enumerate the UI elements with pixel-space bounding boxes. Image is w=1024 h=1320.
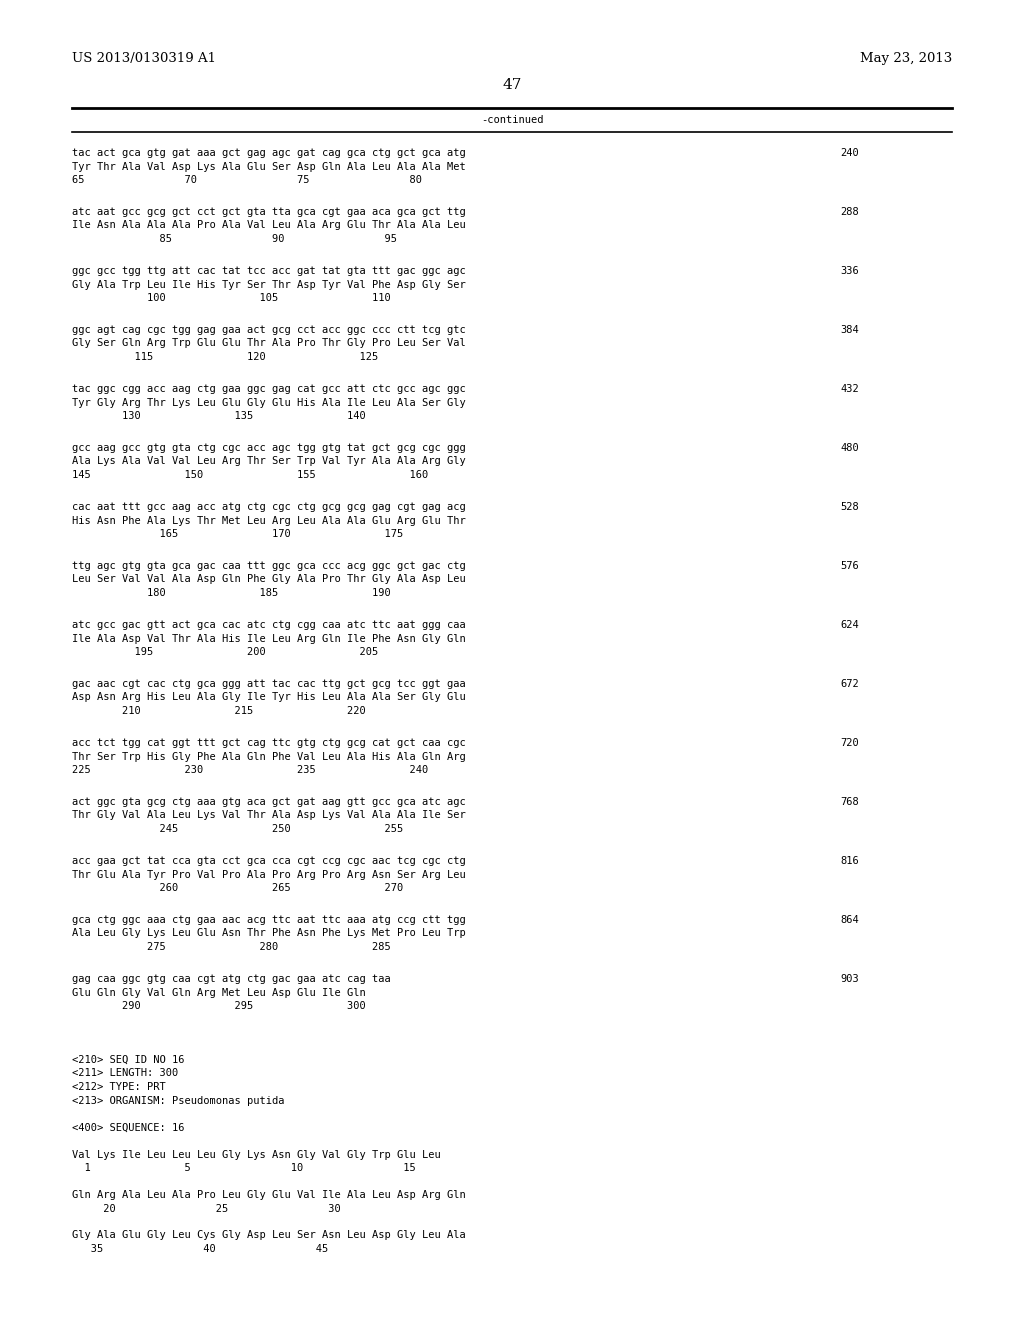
- Text: act ggc gta gcg ctg aaa gtg aca gct gat aag gtt gcc gca atc agc: act ggc gta gcg ctg aaa gtg aca gct gat …: [72, 797, 466, 807]
- Text: Gly Ala Trp Leu Ile His Tyr Ser Thr Asp Tyr Val Phe Asp Gly Ser: Gly Ala Trp Leu Ile His Tyr Ser Thr Asp …: [72, 280, 466, 289]
- Text: <210> SEQ ID NO 16: <210> SEQ ID NO 16: [72, 1055, 184, 1065]
- Text: acc tct tgg cat ggt ttt gct cag ttc gtg ctg gcg cat gct caa cgc: acc tct tgg cat ggt ttt gct cag ttc gtg …: [72, 738, 466, 748]
- Text: May 23, 2013: May 23, 2013: [860, 51, 952, 65]
- Text: 47: 47: [503, 78, 521, 92]
- Text: atc gcc gac gtt act gca cac atc ctg cgg caa atc ttc aat ggg caa: atc gcc gac gtt act gca cac atc ctg cgg …: [72, 620, 466, 630]
- Text: Asp Asn Arg His Leu Ala Gly Ile Tyr His Leu Ala Ala Ser Gly Glu: Asp Asn Arg His Leu Ala Gly Ile Tyr His …: [72, 693, 466, 702]
- Text: acc gaa gct tat cca gta cct gca cca cgt ccg cgc aac tcg cgc ctg: acc gaa gct tat cca gta cct gca cca cgt …: [72, 855, 466, 866]
- Text: 432: 432: [840, 384, 859, 393]
- Text: 20                25                30: 20 25 30: [72, 1204, 341, 1213]
- Text: Thr Ser Trp His Gly Phe Ala Gln Phe Val Leu Ala His Ala Gln Arg: Thr Ser Trp His Gly Phe Ala Gln Phe Val …: [72, 751, 466, 762]
- Text: cac aat ttt gcc aag acc atg ctg cgc ctg gcg gcg gag cgt gag acg: cac aat ttt gcc aag acc atg ctg cgc ctg …: [72, 502, 466, 512]
- Text: 768: 768: [840, 797, 859, 807]
- Text: gac aac cgt cac ctg gca ggg att tac cac ttg gct gcg tcc ggt gaa: gac aac cgt cac ctg gca ggg att tac cac …: [72, 678, 466, 689]
- Text: 165               170               175: 165 170 175: [72, 529, 403, 539]
- Text: gag caa ggc gtg caa cgt atg ctg gac gaa atc cag taa: gag caa ggc gtg caa cgt atg ctg gac gaa …: [72, 974, 391, 983]
- Text: Gln Arg Ala Leu Ala Pro Leu Gly Glu Val Ile Ala Leu Asp Arg Gln: Gln Arg Ala Leu Ala Pro Leu Gly Glu Val …: [72, 1191, 466, 1200]
- Text: 195               200               205: 195 200 205: [72, 647, 378, 657]
- Text: Ile Asn Ala Ala Ala Pro Ala Val Leu Ala Arg Glu Thr Ala Ala Leu: Ile Asn Ala Ala Ala Pro Ala Val Leu Ala …: [72, 220, 466, 231]
- Text: Ile Ala Asp Val Thr Ala His Ile Leu Arg Gln Ile Phe Asn Gly Gln: Ile Ala Asp Val Thr Ala His Ile Leu Arg …: [72, 634, 466, 644]
- Text: 85                90                95: 85 90 95: [72, 234, 397, 244]
- Text: Thr Glu Ala Tyr Pro Val Pro Ala Pro Arg Pro Arg Asn Ser Arg Leu: Thr Glu Ala Tyr Pro Val Pro Ala Pro Arg …: [72, 870, 466, 879]
- Text: 1               5                10                15: 1 5 10 15: [72, 1163, 416, 1173]
- Text: Glu Gln Gly Val Gln Arg Met Leu Asp Glu Ile Gln: Glu Gln Gly Val Gln Arg Met Leu Asp Glu …: [72, 987, 366, 998]
- Text: <212> TYPE: PRT: <212> TYPE: PRT: [72, 1082, 166, 1092]
- Text: <211> LENGTH: 300: <211> LENGTH: 300: [72, 1068, 178, 1078]
- Text: 288: 288: [840, 207, 859, 216]
- Text: atc aat gcc gcg gct cct gct gta tta gca cgt gaa aca gca gct ttg: atc aat gcc gcg gct cct gct gta tta gca …: [72, 207, 466, 216]
- Text: 240: 240: [840, 148, 859, 158]
- Text: 65                70                75                80: 65 70 75 80: [72, 176, 422, 185]
- Text: 384: 384: [840, 325, 859, 335]
- Text: 130               135               140: 130 135 140: [72, 411, 366, 421]
- Text: US 2013/0130319 A1: US 2013/0130319 A1: [72, 51, 216, 65]
- Text: gcc aag gcc gtg gta ctg cgc acc agc tgg gtg tat gct gcg cgc ggg: gcc aag gcc gtg gta ctg cgc acc agc tgg …: [72, 444, 466, 453]
- Text: Val Lys Ile Leu Leu Leu Gly Lys Asn Gly Val Gly Trp Glu Leu: Val Lys Ile Leu Leu Leu Gly Lys Asn Gly …: [72, 1150, 440, 1159]
- Text: 290               295               300: 290 295 300: [72, 1001, 366, 1011]
- Text: 35                40                45: 35 40 45: [72, 1243, 329, 1254]
- Text: 528: 528: [840, 502, 859, 512]
- Text: Thr Gly Val Ala Leu Lys Val Thr Ala Asp Lys Val Ala Ala Ile Ser: Thr Gly Val Ala Leu Lys Val Thr Ala Asp …: [72, 810, 466, 821]
- Text: 720: 720: [840, 738, 859, 748]
- Text: <213> ORGANISM: Pseudomonas putida: <213> ORGANISM: Pseudomonas putida: [72, 1096, 285, 1106]
- Text: ggc agt cag cgc tgg gag gaa act gcg cct acc ggc ccc ctt tcg gtc: ggc agt cag cgc tgg gag gaa act gcg cct …: [72, 325, 466, 335]
- Text: 624: 624: [840, 620, 859, 630]
- Text: 336: 336: [840, 267, 859, 276]
- Text: 864: 864: [840, 915, 859, 925]
- Text: 816: 816: [840, 855, 859, 866]
- Text: -continued: -continued: [480, 115, 544, 125]
- Text: Ala Lys Ala Val Val Leu Arg Thr Ser Trp Val Tyr Ala Ala Arg Gly: Ala Lys Ala Val Val Leu Arg Thr Ser Trp …: [72, 457, 466, 466]
- Text: tac ggc cgg acc aag ctg gaa ggc gag cat gcc att ctc gcc agc ggc: tac ggc cgg acc aag ctg gaa ggc gag cat …: [72, 384, 466, 393]
- Text: tac act gca gtg gat aaa gct gag agc gat cag gca ctg gct gca atg: tac act gca gtg gat aaa gct gag agc gat …: [72, 148, 466, 158]
- Text: His Asn Phe Ala Lys Thr Met Leu Arg Leu Ala Ala Glu Arg Glu Thr: His Asn Phe Ala Lys Thr Met Leu Arg Leu …: [72, 516, 466, 525]
- Text: ttg agc gtg gta gca gac caa ttt ggc gca ccc acg ggc gct gac ctg: ttg agc gtg gta gca gac caa ttt ggc gca …: [72, 561, 466, 572]
- Text: 480: 480: [840, 444, 859, 453]
- Text: gca ctg ggc aaa ctg gaa aac acg ttc aat ttc aaa atg ccg ctt tgg: gca ctg ggc aaa ctg gaa aac acg ttc aat …: [72, 915, 466, 925]
- Text: 145               150               155               160: 145 150 155 160: [72, 470, 428, 480]
- Text: Gly Ser Gln Arg Trp Glu Glu Thr Ala Pro Thr Gly Pro Leu Ser Val: Gly Ser Gln Arg Trp Glu Glu Thr Ala Pro …: [72, 338, 466, 348]
- Text: 903: 903: [840, 974, 859, 983]
- Text: 210               215               220: 210 215 220: [72, 706, 366, 715]
- Text: 225               230               235               240: 225 230 235 240: [72, 766, 428, 775]
- Text: Tyr Gly Arg Thr Lys Leu Glu Gly Glu His Ala Ile Leu Ala Ser Gly: Tyr Gly Arg Thr Lys Leu Glu Gly Glu His …: [72, 397, 466, 408]
- Text: 260               265               270: 260 265 270: [72, 883, 403, 894]
- Text: 100               105               110: 100 105 110: [72, 293, 391, 304]
- Text: Tyr Thr Ala Val Asp Lys Ala Glu Ser Asp Gln Ala Leu Ala Ala Met: Tyr Thr Ala Val Asp Lys Ala Glu Ser Asp …: [72, 161, 466, 172]
- Text: ggc gcc tgg ttg att cac tat tcc acc gat tat gta ttt gac ggc agc: ggc gcc tgg ttg att cac tat tcc acc gat …: [72, 267, 466, 276]
- Text: <400> SEQUENCE: 16: <400> SEQUENCE: 16: [72, 1122, 184, 1133]
- Text: 180               185               190: 180 185 190: [72, 587, 391, 598]
- Text: 576: 576: [840, 561, 859, 572]
- Text: 115               120               125: 115 120 125: [72, 352, 378, 362]
- Text: Gly Ala Glu Gly Leu Cys Gly Asp Leu Ser Asn Leu Asp Gly Leu Ala: Gly Ala Glu Gly Leu Cys Gly Asp Leu Ser …: [72, 1230, 466, 1241]
- Text: 672: 672: [840, 678, 859, 689]
- Text: Ala Leu Gly Lys Leu Glu Asn Thr Phe Asn Phe Lys Met Pro Leu Trp: Ala Leu Gly Lys Leu Glu Asn Thr Phe Asn …: [72, 928, 466, 939]
- Text: 245               250               255: 245 250 255: [72, 824, 403, 834]
- Text: 275               280               285: 275 280 285: [72, 942, 391, 952]
- Text: Leu Ser Val Val Ala Asp Gln Phe Gly Ala Pro Thr Gly Ala Asp Leu: Leu Ser Val Val Ala Asp Gln Phe Gly Ala …: [72, 574, 466, 585]
